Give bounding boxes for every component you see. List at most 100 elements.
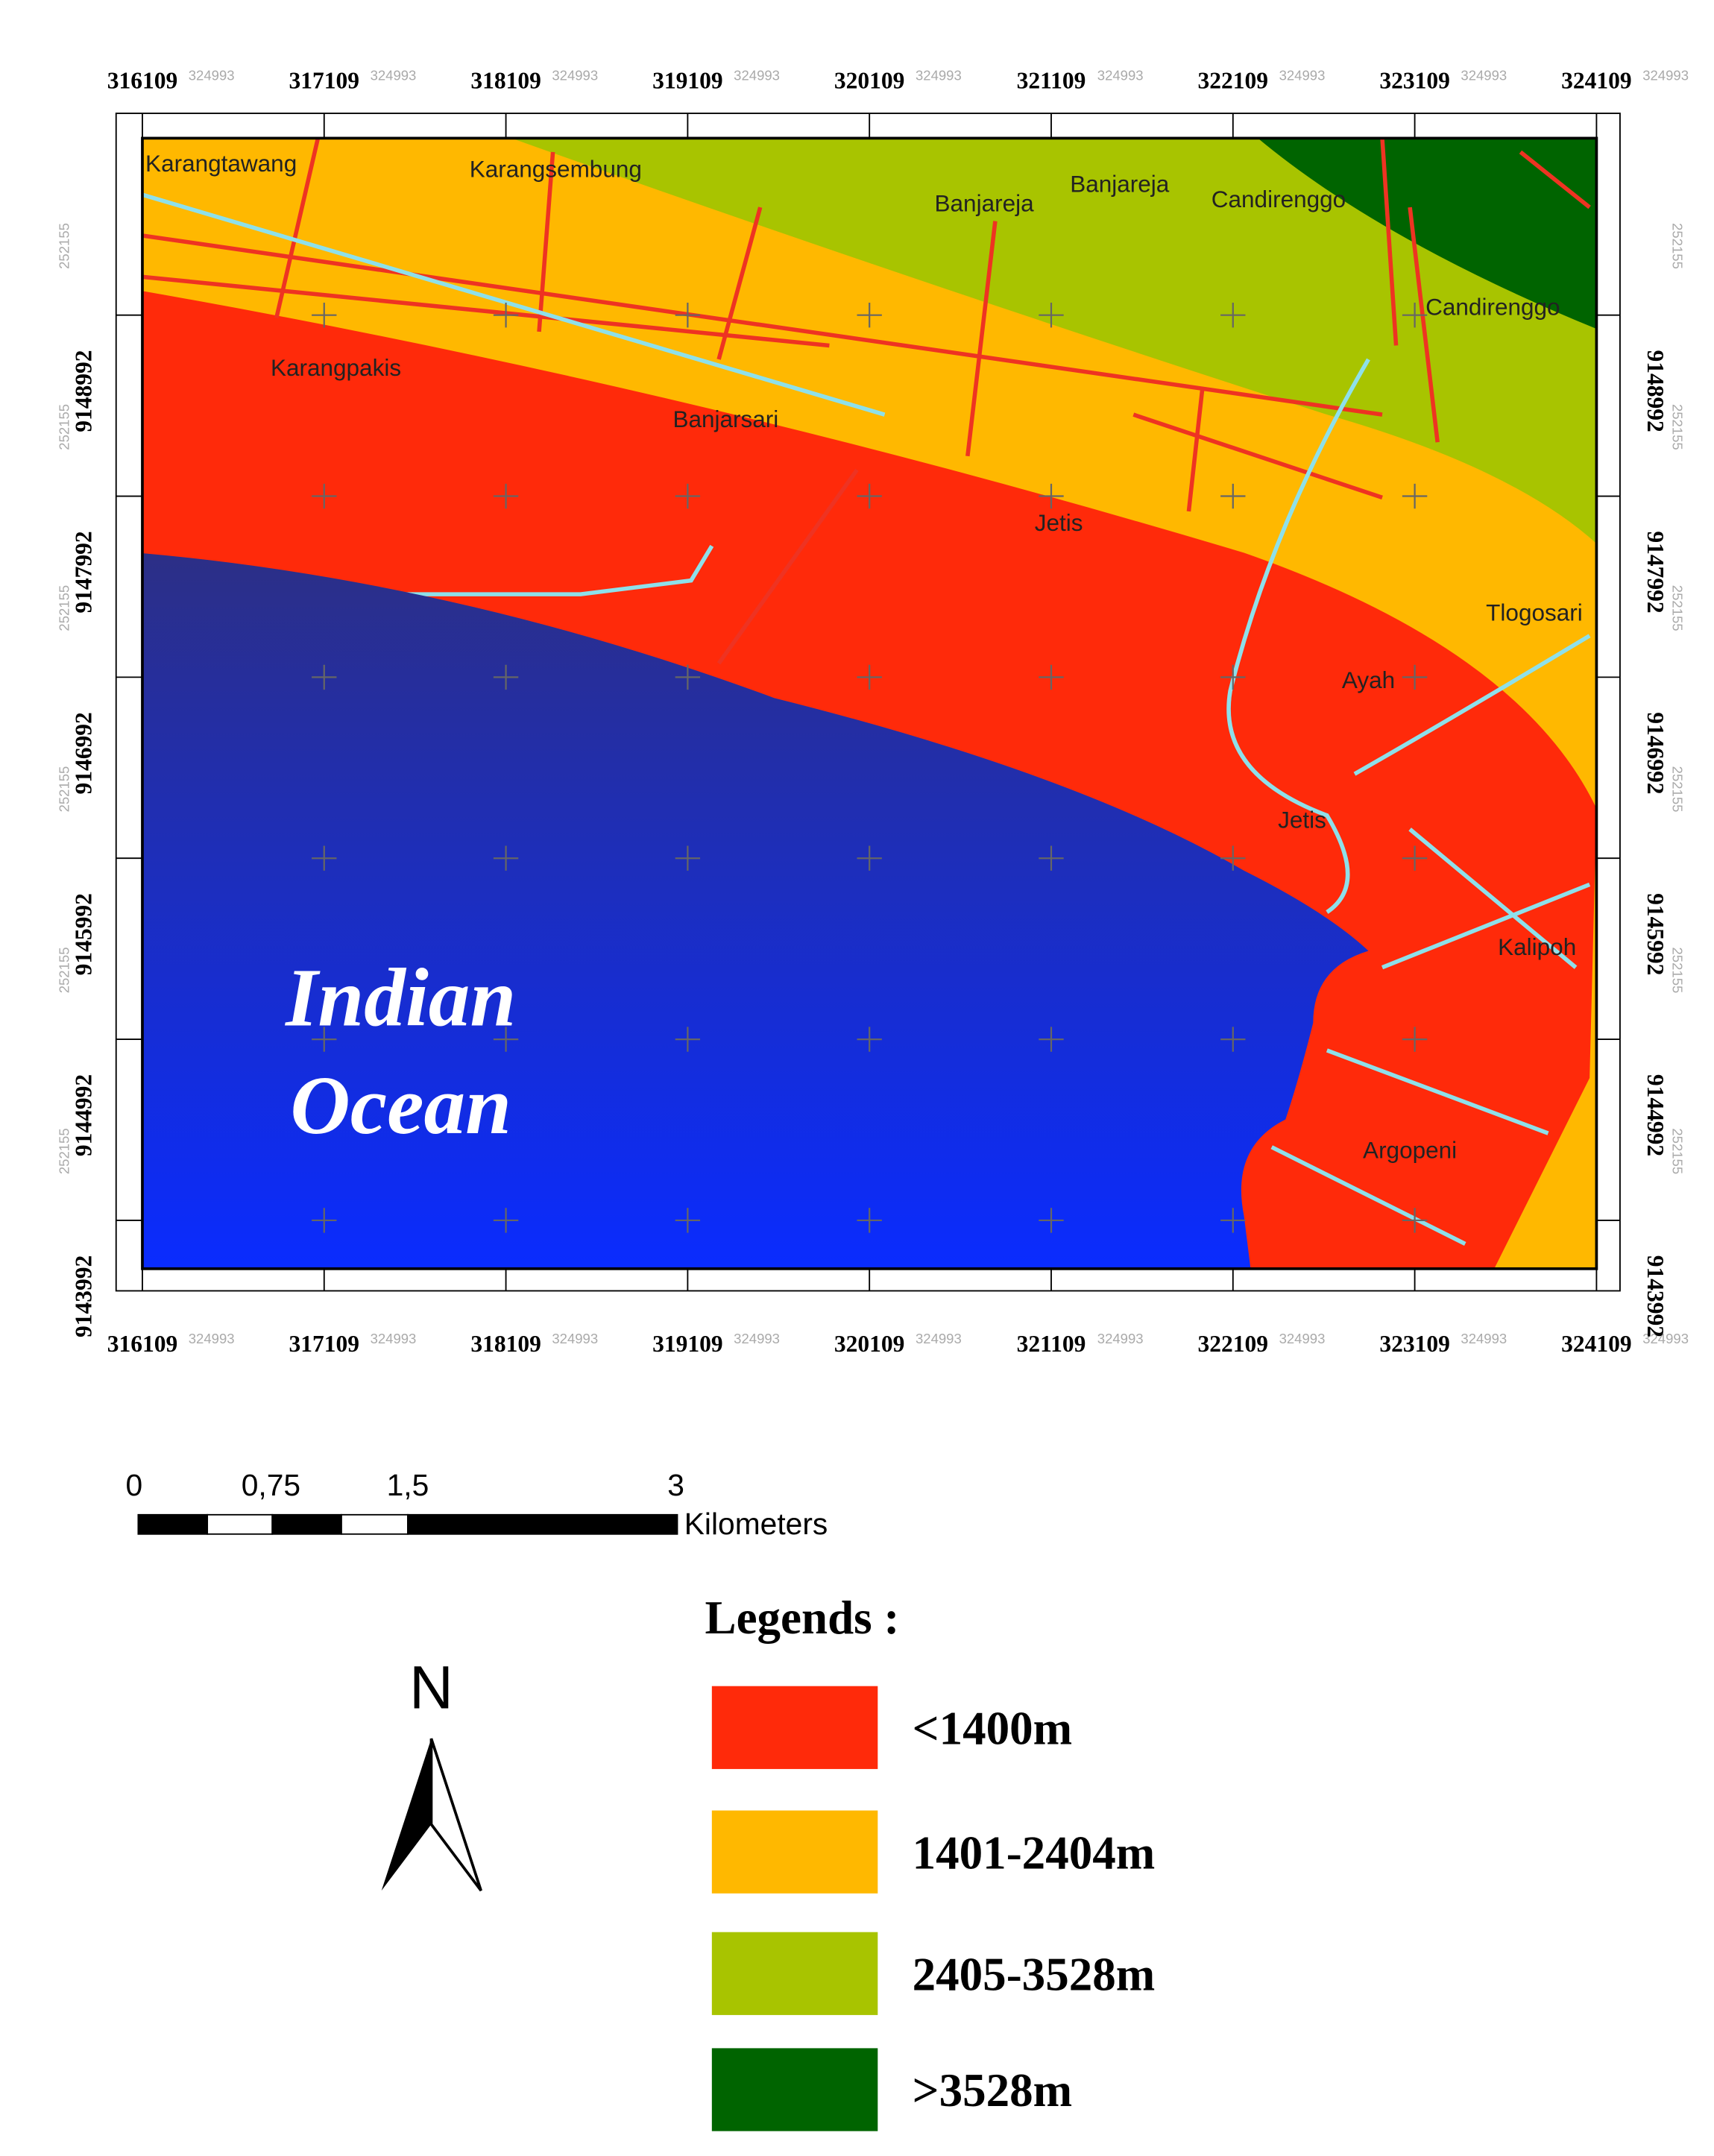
x-faint-label: 324993 <box>1097 1331 1144 1346</box>
x-faint-label: 324993 <box>1461 1331 1507 1346</box>
grid-cross <box>1220 1208 1246 1233</box>
y-tick-label: 9148992 <box>70 350 96 432</box>
grid-cross <box>857 1208 882 1233</box>
y-faint-label: 252155 <box>1669 223 1685 269</box>
x-faint-label: 324993 <box>1642 68 1689 83</box>
grid-cross <box>1039 664 1064 690</box>
place-label: Karangsembung <box>470 155 642 182</box>
x-tick-label: 316109 <box>107 1331 178 1357</box>
place-label: Argopeni <box>1363 1137 1457 1164</box>
x-tick-label: 321109 <box>1017 68 1086 94</box>
scale-label: 3 <box>667 1468 684 1502</box>
grid-cross <box>1039 1027 1064 1052</box>
place-label: Jetis <box>1035 509 1083 536</box>
scale-unit: Kilometers <box>684 1507 828 1541</box>
y-faint-label: 252155 <box>57 223 72 269</box>
y-tick-label: 9143992 <box>1642 1255 1669 1337</box>
y-tick-label: 9146992 <box>1642 712 1669 794</box>
y-faint-label: 252155 <box>1669 1128 1685 1174</box>
grid-cross <box>1220 664 1246 690</box>
x-faint-label: 324993 <box>552 1331 598 1346</box>
x-tick-label: 322109 <box>1198 1331 1269 1357</box>
grid-cross <box>675 483 701 509</box>
grid-cross <box>312 664 337 690</box>
grid-cross <box>493 845 519 871</box>
y-faint-label: 252155 <box>57 404 72 450</box>
arrow-left <box>381 1739 432 1891</box>
y-faint-label: 252155 <box>57 766 72 813</box>
x-faint-label: 324993 <box>1279 68 1326 83</box>
grid-cross <box>1220 483 1246 509</box>
ocean-label: Indian <box>284 953 516 1044</box>
scale-segment <box>407 1513 678 1535</box>
x-tick-label: 319109 <box>652 1331 723 1357</box>
x-tick-label: 323109 <box>1379 68 1450 94</box>
legend-label: 1401-2404m <box>913 1826 1156 1879</box>
x-faint-label: 324993 <box>189 1331 235 1346</box>
legend-label: 2405-3528m <box>913 1949 1156 2001</box>
grid-cross <box>675 845 701 871</box>
grid-cross <box>493 302 519 328</box>
grid-cross <box>857 1027 882 1052</box>
x-faint-label: 324993 <box>734 68 780 83</box>
y-tick-label: 9145992 <box>70 893 96 975</box>
x-faint-label: 324993 <box>1642 1331 1689 1346</box>
x-tick-label: 323109 <box>1379 1331 1450 1357</box>
x-tick-label: 320109 <box>834 1331 905 1357</box>
place-label: Jetis <box>1278 806 1326 833</box>
place-label: Banjareja <box>935 190 1035 217</box>
x-tick-label: 324109 <box>1561 68 1632 94</box>
scale-bar: 0 0,75 1,5 3 Kilometers <box>125 1468 828 1541</box>
place-label: Kalipoh <box>1498 933 1576 960</box>
x-tick-label: 316109 <box>107 68 178 94</box>
north-arrow: N <box>381 1654 482 1892</box>
y-tick-label: 9148992 <box>1642 350 1669 432</box>
grid-cross <box>675 1027 701 1052</box>
outer-frame <box>115 113 1621 1292</box>
x-tick-label: 319109 <box>652 68 723 94</box>
x-tick-label: 322109 <box>1198 68 1269 94</box>
x-faint-label: 324993 <box>371 1331 417 1346</box>
x-tick-label: 320109 <box>834 68 905 94</box>
grid-cross <box>1402 302 1428 328</box>
grid-cross <box>1039 302 1064 328</box>
scale-segment <box>207 1513 274 1535</box>
grid-cross <box>1402 1208 1428 1233</box>
grid-cross <box>1402 664 1428 690</box>
grid-cross <box>1402 483 1428 509</box>
legend-swatch <box>711 2048 878 2131</box>
scale-segment <box>341 1513 409 1535</box>
scale-segment <box>137 1513 209 1535</box>
grid-cross <box>493 483 519 509</box>
grid-cross <box>1220 302 1246 328</box>
y-faint-label: 252155 <box>57 948 72 994</box>
legend-label: >3528m <box>913 2064 1072 2116</box>
x-faint-label: 324993 <box>1461 68 1507 83</box>
y-faint-label: 252155 <box>1669 766 1685 813</box>
grid-cross <box>493 1208 519 1233</box>
grid-cross <box>312 302 337 328</box>
y-faint-label: 252155 <box>57 585 72 631</box>
grid-cross <box>857 302 882 328</box>
scale-segment <box>271 1513 342 1535</box>
x-faint-label: 324993 <box>734 1331 780 1346</box>
grid-cross <box>312 845 337 871</box>
x-faint-label: 324993 <box>189 68 235 83</box>
legend-label: <1400m <box>913 1703 1072 1755</box>
y-tick-label: 9147992 <box>70 531 96 613</box>
y-tick-label: 9144992 <box>70 1074 96 1156</box>
place-label: Tlogosari <box>1486 599 1583 625</box>
grid-cross <box>1220 845 1246 871</box>
x-faint-label: 324993 <box>371 68 417 83</box>
grid-cross <box>857 483 882 509</box>
legend-swatch <box>711 1686 878 1769</box>
scale-label: 1,5 <box>387 1468 429 1502</box>
x-tick-label: 317109 <box>289 68 360 94</box>
legend-title: Legends : <box>705 1592 900 1644</box>
grid-cross <box>312 483 337 509</box>
grid-cross <box>312 1208 337 1233</box>
grid-cross <box>1402 845 1428 871</box>
y-tick-label: 9143992 <box>70 1255 96 1337</box>
grid-cross <box>1220 1027 1246 1052</box>
